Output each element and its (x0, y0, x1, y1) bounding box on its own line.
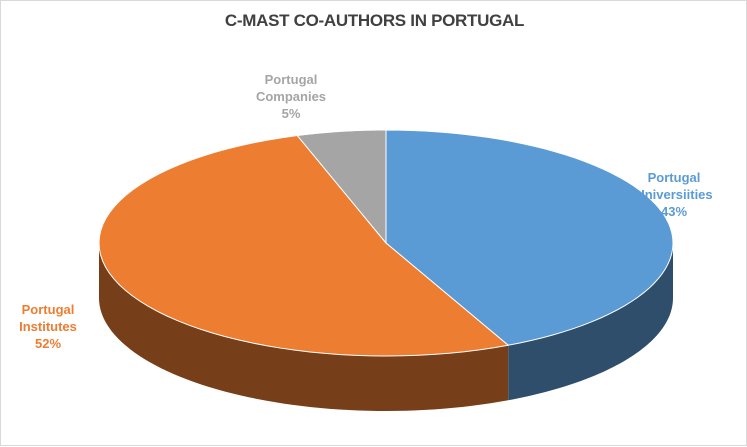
category-label: Portugal Universiities (635, 170, 713, 202)
data-label: Portugal Companies 5% (226, 71, 356, 122)
slice-side (99, 243, 509, 411)
pie-slice (296, 129, 387, 245)
data-label: Portugal Universiities 43% (599, 169, 747, 220)
slice-side (508, 243, 673, 401)
pie-slice (385, 129, 674, 346)
chart-title: C-MAST CO-AUTHORS IN PORTUGAL (224, 11, 525, 30)
value-label: 43% (660, 204, 688, 219)
value-label: 5% (281, 106, 301, 121)
pie-slice (98, 134, 510, 357)
value-label: 52% (34, 336, 62, 351)
data-label: Portugal Institutes 52% (0, 301, 103, 352)
category-label: Portugal Institutes (19, 302, 77, 334)
category-label: Portugal Companies (255, 72, 327, 104)
